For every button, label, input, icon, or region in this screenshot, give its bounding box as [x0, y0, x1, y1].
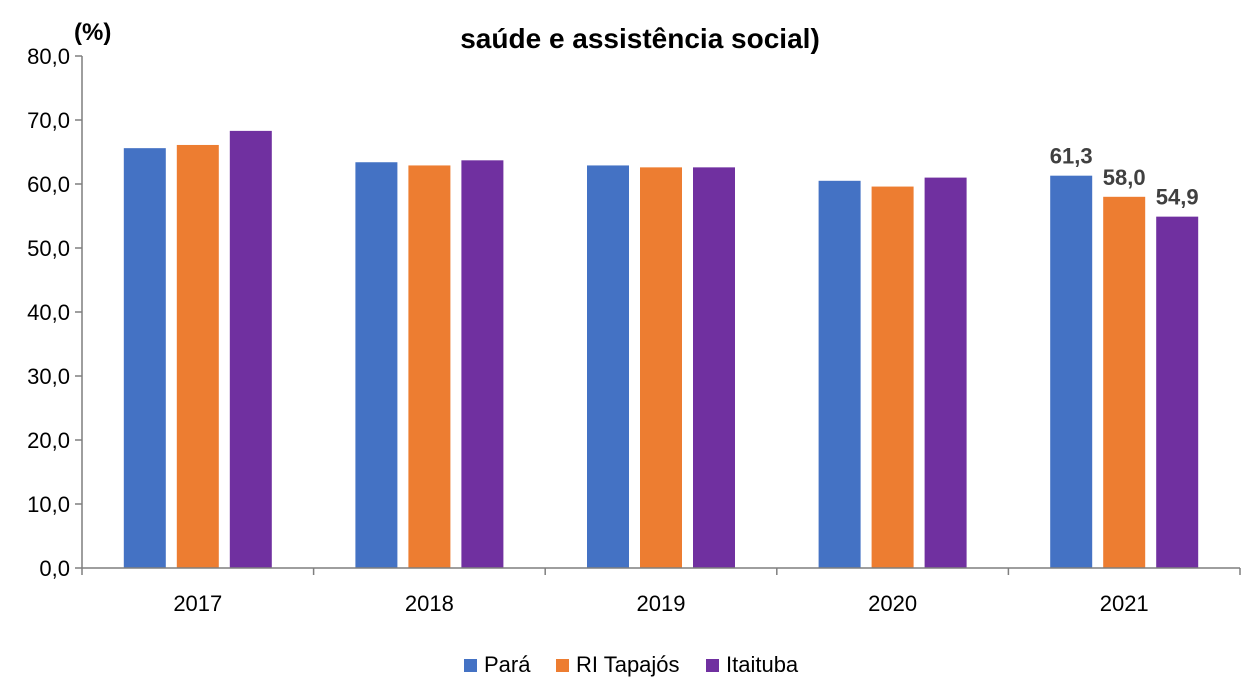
- data-label-par--2021: 61,3: [1050, 144, 1093, 169]
- bar-itaituba-2019: [693, 167, 735, 569]
- bar-ri-tapaj-s-2021: [1103, 196, 1146, 569]
- x-tick-label-2017: 2017: [173, 591, 222, 616]
- bar-itaituba-2020: [924, 177, 967, 568]
- legend-label: RI Tapajós: [576, 652, 680, 677]
- axes-group: 2017 2018 2019 2020 2021 0,0 10,0 20,0 30,0 40,0 5…: [27, 44, 1241, 616]
- bar-par--2018: [355, 162, 398, 569]
- legend-item-itaituba: Itaituba: [706, 652, 799, 677]
- legend-item-ri-tapaj-s: RI Tapajós: [556, 652, 680, 677]
- legend-label: Pará: [484, 652, 531, 677]
- y-tick-label: 10,0: [27, 492, 70, 517]
- y-tick-label: 80,0: [27, 44, 70, 69]
- bars-group: [123, 130, 1199, 569]
- bar-itaituba-2018: [461, 160, 504, 568]
- legend: Pará RI Tapajós Itaituba: [464, 652, 799, 677]
- bar-par--2017: [123, 148, 166, 568]
- y-tick-label: 30,0: [27, 364, 70, 389]
- y-tick-label: 50,0: [27, 236, 70, 261]
- legend-swatch: [556, 659, 569, 672]
- chart-title: saúde e assistência social): [460, 23, 820, 54]
- bar-par--2019: [587, 165, 629, 568]
- y-tick-label: 0,0: [39, 556, 70, 581]
- y-axis-unit-label: (%): [74, 19, 111, 46]
- legend-label: Itaituba: [726, 652, 799, 677]
- x-tick-label-2020: 2020: [868, 591, 917, 616]
- bar-ri-tapaj-s-2017: [176, 144, 219, 568]
- y-tick-label: 20,0: [27, 428, 70, 453]
- bar-ri-tapaj-s-2018: [408, 165, 451, 568]
- y-tick-label: 60,0: [27, 172, 70, 197]
- legend-item-par-: Pará: [464, 652, 531, 677]
- legend-swatch: [464, 659, 477, 672]
- bar-ri-tapaj-s-2019: [640, 167, 682, 569]
- y-tick-label: 70,0: [27, 108, 70, 133]
- bar-par--2020: [818, 180, 861, 569]
- bar-par--2021: [1050, 175, 1093, 568]
- data-label-ri-tapaj-s-2021: 58,0: [1103, 165, 1146, 190]
- y-tick-label: 40,0: [27, 300, 70, 325]
- x-tick-label-2021: 2021: [1100, 591, 1149, 616]
- data-label-itaituba-2021: 54,9: [1156, 185, 1199, 210]
- x-tick-label-2019: 2019: [637, 591, 686, 616]
- bar-ri-tapaj-s-2020: [871, 186, 914, 568]
- legend-swatch: [706, 659, 719, 672]
- x-tick-label-2018: 2018: [405, 591, 454, 616]
- bar-itaituba-2017: [229, 130, 272, 568]
- bar-itaituba-2021: [1156, 216, 1199, 568]
- data-labels-group: 61,3 58,0 54,9: [1050, 144, 1199, 210]
